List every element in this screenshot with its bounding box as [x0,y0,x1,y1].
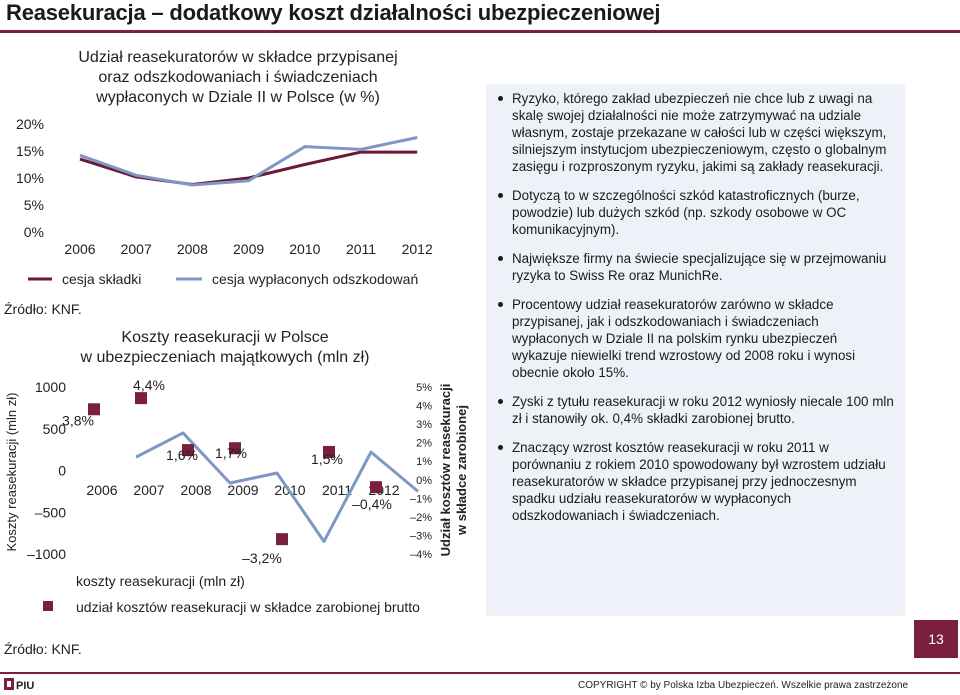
footer-rule [0,672,960,674]
chart-reinsurer-share: Udział reasekuratorów w składce przypisa… [4,49,433,317]
copyright: COPYRIGHT © by Polska Izba Ubezpieczeń. … [578,680,909,691]
legend-reinsurance-costs: koszty reasekuracji (mln zł) [76,573,245,589]
chart1-source: Źródło: KNF. [4,301,82,317]
chart1-x-tick: 2006 [64,241,95,257]
chart2-left-tick: 0 [58,463,66,479]
chart2-right-tick: –4% [410,549,432,561]
cost-share-marker [276,533,288,546]
chart2-source: Źródło: KNF. [4,641,82,657]
series-line-premium-cession [79,150,418,186]
chart2-left-tick: –500 [35,504,66,520]
chart2-right-tick: 1% [416,456,432,468]
chart1-y-tick: 5% [24,197,44,213]
chart2-left-axis-title: Koszty reasekuracji (mln zł) [4,393,19,552]
chart2-x-tick: 2007 [133,482,164,498]
chart1-x-tick: 2007 [121,241,152,257]
cost-share-data-label: –3,2% [242,550,282,566]
chart2-left-tick: –1000 [27,546,66,562]
chart1-title-line-1: Udział reasekuratorów w składce przypisa… [78,49,397,66]
chart2-x-tick: 2006 [86,482,117,498]
chart2-left-tick: 1000 [35,379,66,395]
cost-share-data-label: –0,4% [352,496,392,512]
bullet-item: Dotyczą to w szczególności szkód katastr… [498,187,895,238]
legend-cost-share: udział kosztów reasekuracji w składce za… [76,599,420,615]
cost-share-data-label: 4,4% [133,377,165,393]
chart2-right-tick: 2% [416,438,432,450]
series-line-claims-cession [79,136,418,187]
piu-logo: PIU [4,678,34,692]
chart2-right-axis-title-line-1: Udział kosztów reasekuracji [438,384,453,557]
cost-share-marker [229,442,241,455]
page-number: 13 [914,620,958,658]
legend-premium-cession: cesja składki [62,271,141,287]
legend-swatch-cost-share [43,601,53,611]
chart1-y-tick: 0% [24,224,44,240]
chart1-x-tick: 2011 [346,241,376,257]
cost-share-marker [135,392,147,405]
cost-share-marker [323,445,335,458]
cost-share-data-label: 1,5% [311,451,343,467]
chart1-x-tick: 2012 [402,241,433,257]
chart2-right-tick: –3% [410,530,432,542]
logo-text: PIU [16,680,34,692]
chart1-x-tick: 2009 [233,241,264,257]
cost-share-data-label: 1,6% [166,447,198,463]
chart2-right-tick: 0% [416,475,432,487]
chart2-right-tick: 5% [416,382,432,394]
chart1-y-tick: 10% [16,170,44,186]
chart2-right-axis-title-line-2: w składce zarobionej [454,405,469,536]
chart1-title-line-3: wypłaconych w Dziale II w Polsce (w %) [95,89,380,106]
bullet-item: Ryzyko, którego zakład ubezpieczeń nie c… [498,90,895,175]
chart1-y-tick: 20% [16,116,44,132]
bullet-item: Procentowy udział reasekuratorów zarówno… [498,296,895,381]
charts-area: Udział reasekuratorów w składce przypisa… [4,49,469,657]
chart2-right-tick: –2% [410,512,432,524]
chart2-right-tick: 4% [416,401,432,413]
chart2-title-line-2: w ubezpieczeniach majątkowych (mln zł) [80,349,370,366]
title-rule [0,30,960,33]
chart1-y-tick: 15% [16,143,44,159]
chart1-x-tick: 2008 [177,241,208,257]
chart-reinsurance-costs: Koszty reasekuracji w Polsce w ubezpiecz… [4,329,469,657]
bullet-item: Znaczący wzrost kosztów reasekuracji w r… [498,439,895,524]
chart2-x-tick: 2009 [227,482,258,498]
cost-share-marker [182,444,194,457]
cost-share-marker [370,481,382,494]
cost-share-marker [88,403,100,416]
chart2-x-tick: 2011 [322,482,352,498]
chart2-x-tick: 2008 [180,482,211,498]
chart2-right-tick: 3% [416,419,432,431]
cost-share-data-label: 1,7% [215,445,247,461]
chart2-title-line-1: Koszty reasekuracji w Polsce [121,329,328,346]
bullet-item: Największe firmy na świecie specjalizują… [498,250,895,284]
legend-claims-cession: cesja wypłaconych odszkodowań [212,271,418,287]
chart2-left-tick: 500 [43,421,67,437]
bullet-item: Zyski z tytułu reasekuracji w roku 2012 … [498,394,894,426]
chart1-x-tick: 2010 [289,241,320,257]
page-title: Reasekuracja – dodatkowy koszt działalno… [6,0,661,25]
cost-share-data-label: 3,8% [62,412,94,428]
chart1-title-line-2: oraz odszkodowaniach i świadczeniach [98,69,377,86]
bullet-panel: Ryzyko, którego zakład ubezpieczeń nie c… [486,84,905,616]
bullet-list: Ryzyko, którego zakład ubezpieczeń nie c… [486,84,905,524]
series-line-reinsurance-costs [135,431,419,543]
chart2-right-tick: –1% [410,493,432,505]
